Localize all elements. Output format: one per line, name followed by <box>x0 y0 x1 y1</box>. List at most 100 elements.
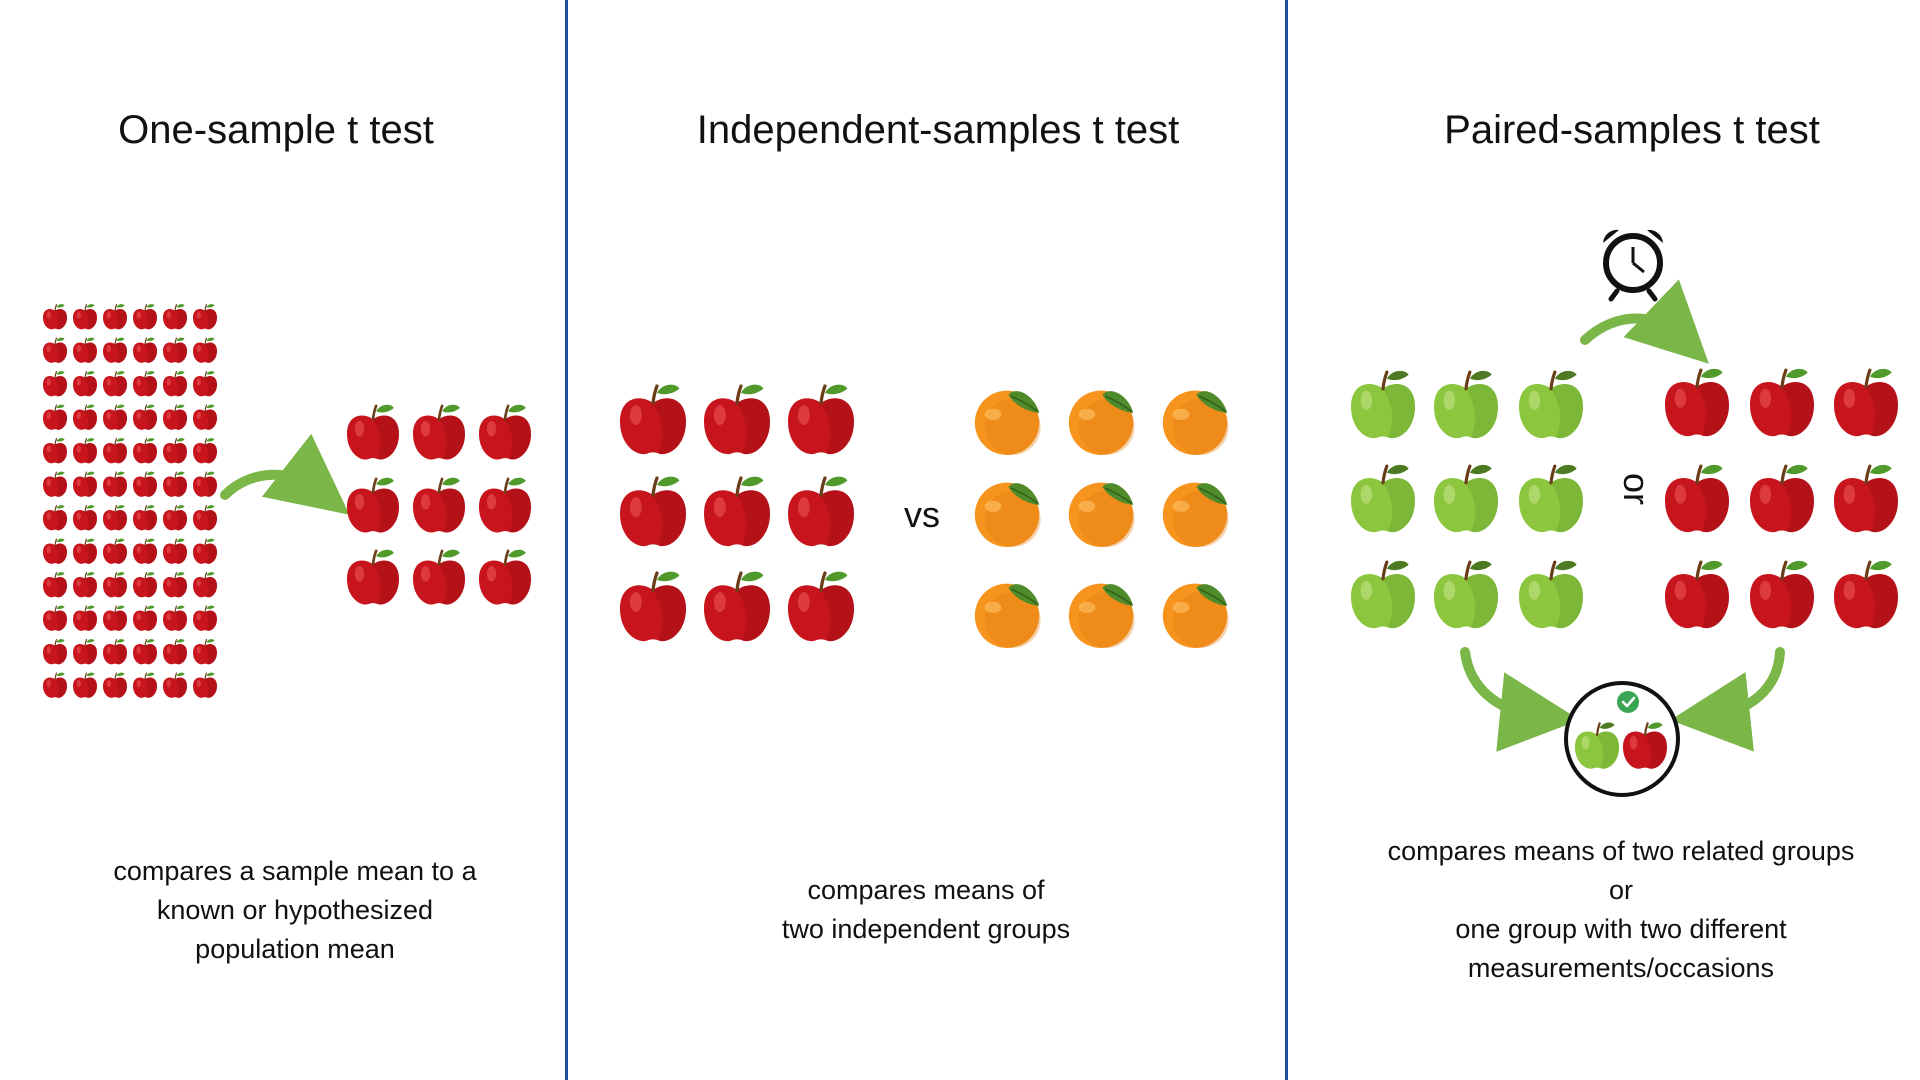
independent-samples-description: compares means of two independent groups <box>782 871 1070 949</box>
population-apple-icon <box>73 672 97 698</box>
before-green-apple-icon <box>1351 464 1415 533</box>
independent-samples-title: Independent-samples t test <box>696 108 1180 152</box>
after-red-apple-icon <box>1665 560 1729 629</box>
left-merge-arrow-icon <box>1460 647 1580 752</box>
population-apple-icon <box>163 303 187 330</box>
paired-red-apple-icon <box>1623 722 1667 769</box>
group-orange-icon <box>1068 390 1135 455</box>
after-red-apple-icon <box>1665 368 1729 437</box>
before-green-apple-icon <box>1519 464 1583 533</box>
population-apple-icon <box>73 370 97 397</box>
before-green-apple-icon <box>1434 560 1498 629</box>
population-apple-icon <box>163 672 187 698</box>
paired-samples-description: compares means of two related groups or … <box>1388 832 1855 988</box>
population-apple-icon <box>103 538 127 564</box>
before-green-apple-icon <box>1434 464 1498 533</box>
population-apple-icon <box>133 404 157 430</box>
population-apple-icon <box>73 571 97 598</box>
sample-apple-icon <box>347 549 399 605</box>
population-apple-icon <box>43 303 67 330</box>
population-apple-icon <box>43 471 67 497</box>
sample-apple-icon <box>479 477 531 533</box>
population-apple-icon <box>73 404 97 430</box>
population-apple-icon <box>193 571 217 598</box>
population-apple-icon <box>103 303 127 330</box>
population-apple-icon <box>73 538 97 564</box>
group-apple-icon <box>788 384 854 455</box>
sample-apple-icon <box>479 404 531 460</box>
description-line: or <box>1608 875 1633 905</box>
after-red-apple-icon <box>1834 560 1898 629</box>
panel-divider-left <box>565 0 568 1080</box>
population-apple-icon <box>133 605 157 631</box>
population-apple-icon <box>103 504 127 531</box>
description-line: compares means of <box>807 875 1045 905</box>
population-apple-icon <box>133 504 157 531</box>
population-apple-icon <box>193 605 217 631</box>
group-orange-icon <box>974 583 1041 648</box>
population-apple-icon <box>163 504 187 531</box>
population-apple-icon <box>43 638 67 665</box>
sample-apple-icon <box>347 404 399 460</box>
population-apple-icon <box>43 370 67 397</box>
population-apple-icon <box>193 370 217 397</box>
population-apple-icon <box>73 638 97 665</box>
vs-label: vs <box>904 494 940 535</box>
population-apple-icon <box>103 404 127 430</box>
population-apple-icon <box>133 437 157 464</box>
population-apple-icon <box>163 471 187 497</box>
population-apple-icon <box>103 571 127 598</box>
description-line: compares means of two related groups <box>1387 836 1855 866</box>
population-apple-icon <box>163 638 187 665</box>
paired-green-apple-icon <box>1575 722 1619 769</box>
sample-apple-icon <box>413 404 465 460</box>
population-apple-icon <box>43 404 67 430</box>
before-green-apple-icon <box>1519 560 1583 629</box>
population-apple-icon <box>43 605 67 631</box>
population-apple-icon <box>193 303 217 330</box>
group-orange-icon <box>1068 482 1135 547</box>
population-apple-icon <box>73 504 97 531</box>
paired-samples-title: Paired-samples t test <box>1444 108 1820 152</box>
after-red-apple-icon <box>1834 464 1898 533</box>
group-orange-icon <box>1162 390 1229 455</box>
sample-apple-icon <box>413 477 465 533</box>
group-apple-icon <box>704 384 770 455</box>
before-green-apple-icon <box>1519 370 1583 439</box>
after-red-apple-icon <box>1750 368 1814 437</box>
group-apple-icon <box>788 476 854 547</box>
population-apple-icon <box>133 538 157 564</box>
panel-divider-right <box>1285 0 1288 1080</box>
population-apple-icon <box>133 672 157 698</box>
population-apple-icon <box>73 605 97 631</box>
group-apple-icon <box>704 476 770 547</box>
population-apple-icon <box>73 337 97 363</box>
before-green-apple-icon <box>1351 370 1415 439</box>
sample-apple-icon <box>413 549 465 605</box>
group-orange-icon <box>974 390 1041 455</box>
description-line: compares a sample mean to a <box>113 856 477 886</box>
population-apple-icon <box>133 370 157 397</box>
description-line: population mean <box>195 934 395 964</box>
before-green-apple-icon <box>1351 560 1415 629</box>
population-apple-icon <box>163 404 187 430</box>
group-orange-icon <box>1068 583 1135 648</box>
population-apple-icon <box>163 538 187 564</box>
population-apple-icon <box>163 605 187 631</box>
population-apple-icon <box>133 638 157 665</box>
population-apple-icon <box>193 437 217 464</box>
time-arrow-icon <box>1580 279 1709 364</box>
group-apple-icon <box>620 571 686 642</box>
sample-apple-icon <box>347 477 399 533</box>
population-to-sample-arrow-icon <box>220 433 350 515</box>
check-badge-icon <box>1617 691 1639 713</box>
sample-apple-icon <box>479 549 531 605</box>
description-line: one group with two different <box>1455 914 1787 944</box>
before-green-apple-icon <box>1434 370 1498 439</box>
population-apple-icon <box>193 471 217 497</box>
population-apple-icon <box>43 337 67 363</box>
population-apple-icon <box>103 337 127 363</box>
after-red-apple-icon <box>1750 464 1814 533</box>
population-apple-icon <box>193 538 217 564</box>
